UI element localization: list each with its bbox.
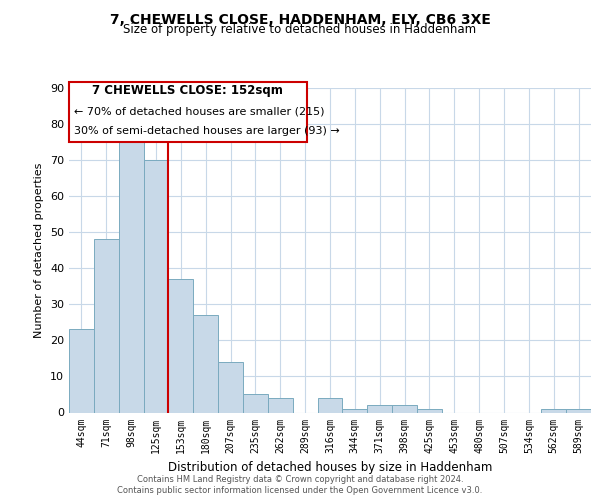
- Bar: [243, 394, 268, 412]
- Bar: [193, 315, 218, 412]
- Text: Contains HM Land Registry data © Crown copyright and database right 2024.: Contains HM Land Registry data © Crown c…: [137, 475, 463, 484]
- Text: Contains public sector information licensed under the Open Government Licence v3: Contains public sector information licen…: [118, 486, 482, 495]
- Text: 7, CHEWELLS CLOSE, HADDENHAM, ELY, CB6 3XE: 7, CHEWELLS CLOSE, HADDENHAM, ELY, CB6 3…: [110, 12, 490, 26]
- Bar: [367, 406, 392, 412]
- Bar: [119, 142, 143, 412]
- Bar: [392, 406, 417, 412]
- X-axis label: Distribution of detached houses by size in Haddenham: Distribution of detached houses by size …: [168, 461, 492, 474]
- Bar: [317, 398, 343, 412]
- Bar: [143, 160, 169, 412]
- Bar: [218, 362, 243, 412]
- Bar: [541, 409, 566, 412]
- Text: ← 70% of detached houses are smaller (215): ← 70% of detached houses are smaller (21…: [74, 106, 325, 117]
- Text: Size of property relative to detached houses in Haddenham: Size of property relative to detached ho…: [124, 22, 476, 36]
- Y-axis label: Number of detached properties: Number of detached properties: [34, 162, 44, 338]
- Bar: [268, 398, 293, 412]
- FancyBboxPatch shape: [69, 82, 307, 142]
- Bar: [94, 239, 119, 412]
- Bar: [343, 409, 367, 412]
- Bar: [169, 279, 193, 412]
- Bar: [69, 330, 94, 412]
- Text: 7 CHEWELLS CLOSE: 152sqm: 7 CHEWELLS CLOSE: 152sqm: [92, 84, 283, 97]
- Bar: [566, 409, 591, 412]
- Bar: [417, 409, 442, 412]
- Text: 30% of semi-detached houses are larger (93) →: 30% of semi-detached houses are larger (…: [74, 126, 340, 136]
